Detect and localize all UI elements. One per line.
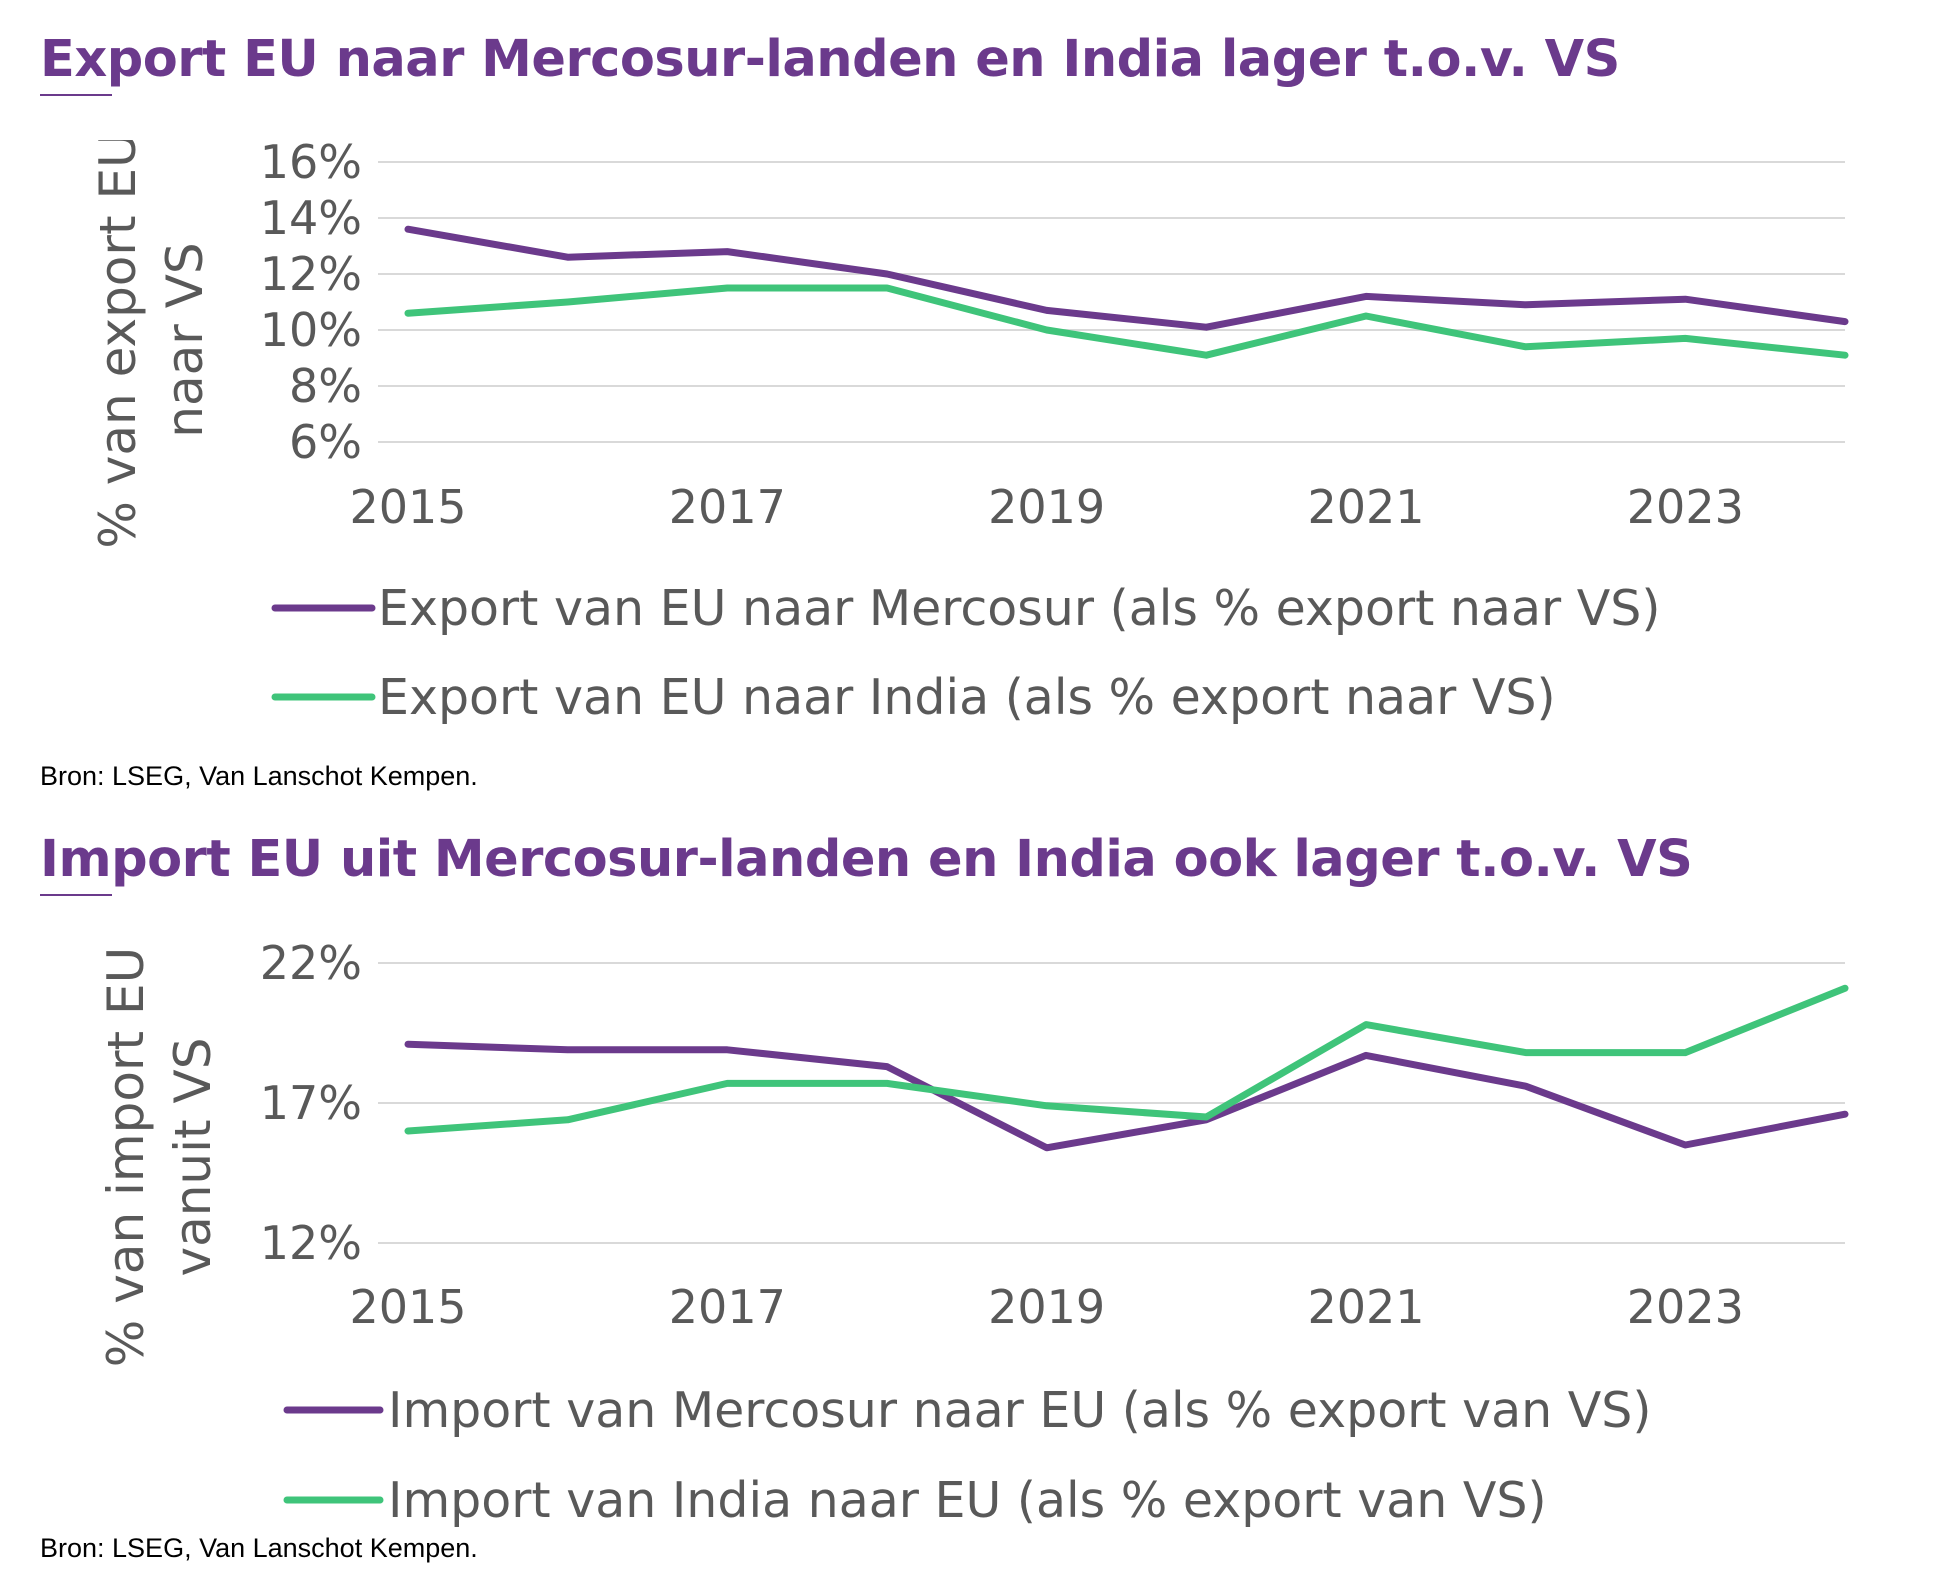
export-chart-legend: Export van EU naar Mercosur (als % expor… <box>271 580 1660 726</box>
export-series-india-line <box>404 284 1849 359</box>
chart1-title-underline <box>40 94 112 96</box>
import-chart-y-ticks: 12% 17% 22% <box>260 940 362 1270</box>
export-y-tick-label: 14% <box>260 191 362 245</box>
export-chart-gridlines <box>378 161 1845 443</box>
export-y-axis-label-line: naar VS <box>156 242 214 437</box>
chart2-source: Bron: LSEG, Van Lanschot Kempen. <box>40 1533 478 1563</box>
import-chart-series <box>404 984 1849 1152</box>
chart1-source: Bron: LSEG, Van Lanschot Kempen. <box>40 761 478 791</box>
export-x-tick-label: 2023 <box>1627 480 1744 534</box>
import-chart-legend: Import van Mercosur naar EU (als % expor… <box>283 1382 1652 1529</box>
import-chart: 12% 17% 22% 2015 2017 2019 2021 2023 % van imp… <box>97 940 1849 1529</box>
export-chart: 6%8%10%12%14%16% 2015 2017 2019 2021 2023 % … <box>89 140 1849 726</box>
import-y-axis-label-line: % van import EU <box>97 947 155 1367</box>
export-x-tick-label: 2019 <box>988 480 1105 534</box>
export-chart-series <box>404 225 1849 359</box>
chart1-title: Export EU naar Mercosur-landen en India … <box>40 30 1620 96</box>
export-legend-label-mercosur: Export van EU naar Mercosur (als % expor… <box>378 580 1660 637</box>
export-y-tick-label: 10% <box>260 303 362 357</box>
chart2-title: Import EU uit Mercosur-landen en India o… <box>40 830 1693 896</box>
export-y-tick-label: 12% <box>260 247 362 301</box>
export-x-tick-label: 2021 <box>1307 480 1424 534</box>
chart1-title-text: Export EU naar Mercosur-landen en India … <box>40 30 1620 89</box>
import-chart-gridlines <box>378 962 1845 1244</box>
export-chart-y-ticks: 6%8%10%12%14%16% <box>260 140 362 469</box>
import-x-tick-label: 2021 <box>1307 1280 1424 1334</box>
import-x-tick-label: 2023 <box>1627 1280 1744 1334</box>
chart2-title-underline <box>40 894 112 896</box>
export-x-tick-label: 2017 <box>669 480 786 534</box>
import-legend-label-india: Import van India naar EU (als % export v… <box>388 1472 1547 1529</box>
import-x-tick-label: 2015 <box>349 1280 466 1334</box>
export-y-tick-label: 16% <box>260 140 362 189</box>
import-chart-x-ticks: 2015 2017 2019 2021 2023 <box>349 1280 1743 1334</box>
chart2-title-text: Import EU uit Mercosur-landen en India o… <box>40 830 1693 889</box>
import-x-tick-label: 2017 <box>669 1280 786 1334</box>
import-y-axis-label-line: vanuit VS <box>164 1038 222 1277</box>
export-x-tick-label: 2015 <box>349 480 466 534</box>
export-series-mercosur-line <box>404 225 1849 331</box>
import-y-tick-label: 12% <box>260 1216 362 1270</box>
import-series-mercosur-line <box>404 1040 1849 1152</box>
export-y-tick-label: 6% <box>289 415 362 469</box>
export-y-tick-label: 8% <box>289 359 362 413</box>
export-chart-y-axis-label: % van export EU naar VS <box>89 140 214 549</box>
import-x-tick-label: 2019 <box>988 1280 1105 1334</box>
import-series-india-line <box>404 984 1849 1135</box>
import-legend-label-mercosur: Import van Mercosur naar EU (als % expor… <box>388 1382 1652 1439</box>
import-y-tick-label: 17% <box>260 1076 362 1130</box>
import-y-tick-label: 22% <box>260 940 362 990</box>
export-chart-x-ticks: 2015 2017 2019 2021 2023 <box>349 480 1743 534</box>
import-chart-y-axis-label: % van import EU vanuit VS <box>97 947 222 1367</box>
export-legend-label-india: Export van EU naar India (als % export n… <box>378 669 1556 726</box>
export-y-axis-label-line: % van export EU <box>89 140 147 549</box>
